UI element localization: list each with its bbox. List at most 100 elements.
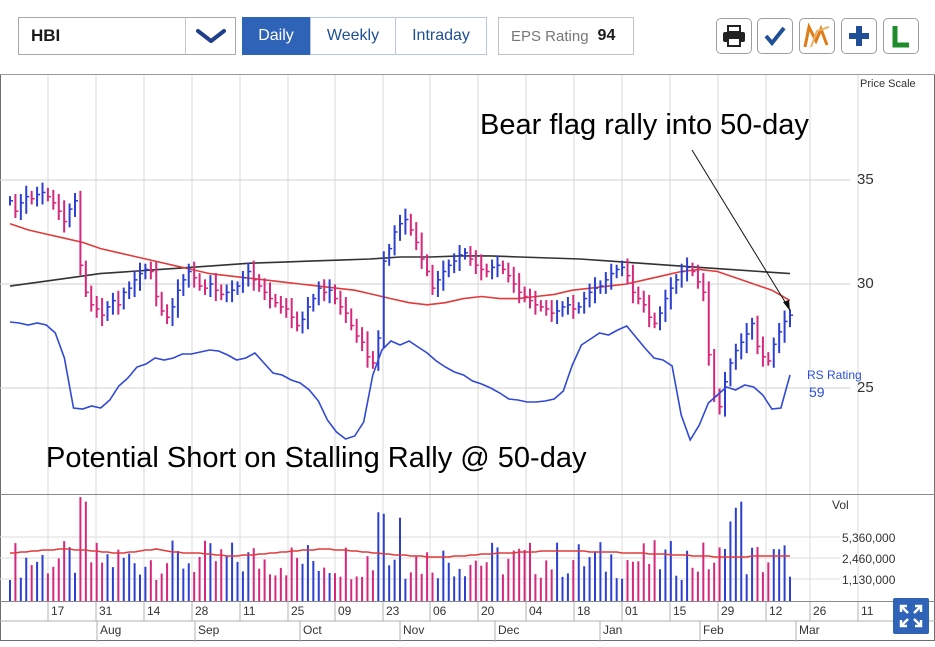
rs-rating-value: 59 bbox=[809, 384, 825, 400]
price-bar bbox=[426, 254, 431, 277]
date-tick-label: 11 bbox=[243, 604, 256, 618]
price-bar bbox=[469, 246, 474, 266]
price-bar bbox=[583, 291, 588, 314]
price-bar bbox=[480, 254, 485, 281]
price-bar bbox=[756, 315, 761, 355]
volume-ma-line bbox=[10, 548, 790, 558]
price-bar bbox=[561, 301, 566, 317]
market-smith-button[interactable] bbox=[799, 18, 835, 54]
tab-weekly[interactable]: Weekly bbox=[310, 17, 396, 55]
volume-chart-svg[interactable] bbox=[0, 495, 935, 602]
price-bar bbox=[231, 280, 236, 303]
price-bar bbox=[637, 286, 642, 305]
date-tick-label: 09 bbox=[338, 604, 352, 618]
price-bar bbox=[209, 275, 214, 297]
list-button[interactable] bbox=[883, 18, 919, 54]
price-bar bbox=[328, 279, 333, 304]
checkmark-icon bbox=[764, 26, 786, 47]
price-bar bbox=[642, 290, 647, 313]
price-bar bbox=[106, 301, 111, 321]
date-tick-label: 20 bbox=[481, 604, 495, 618]
price-bar bbox=[556, 300, 561, 325]
price-bar bbox=[350, 308, 355, 331]
printer-icon bbox=[723, 25, 745, 47]
date-axis-svg bbox=[0, 602, 935, 642]
month-label: Oct bbox=[303, 623, 322, 637]
price-bar bbox=[214, 273, 219, 302]
price-bar bbox=[577, 302, 582, 314]
price-bar bbox=[258, 274, 263, 292]
ma50-line bbox=[9, 222, 791, 306]
price-bar bbox=[648, 294, 653, 328]
date-tick-label: 29 bbox=[721, 604, 735, 618]
date-tick-label: 14 bbox=[147, 604, 161, 618]
price-panel: Price Scale 35 30 25 Bear flag rally int… bbox=[0, 75, 935, 494]
annotation-potential-short: Potential Short on Stalling Rally @ 50-d… bbox=[46, 442, 587, 474]
print-button[interactable] bbox=[716, 18, 752, 54]
rs-line bbox=[9, 321, 791, 442]
price-bar bbox=[626, 258, 631, 285]
price-bar bbox=[789, 309, 793, 328]
price-bar bbox=[285, 298, 290, 318]
price-bar bbox=[631, 264, 636, 304]
price-bar bbox=[361, 327, 366, 352]
price-bar bbox=[680, 263, 685, 288]
price-bar bbox=[57, 194, 62, 221]
price-bar bbox=[263, 278, 268, 301]
date-tick-label: 28 bbox=[195, 604, 209, 618]
tab-intraday[interactable]: Intraday bbox=[395, 17, 487, 55]
price-bar bbox=[306, 297, 311, 330]
date-tick-label: 01 bbox=[625, 604, 639, 618]
price-bar bbox=[84, 260, 89, 297]
price-bar bbox=[447, 259, 452, 278]
chevron-down-icon[interactable] bbox=[195, 28, 227, 44]
date-tick-label: 15 bbox=[673, 604, 687, 618]
price-bar bbox=[14, 194, 19, 218]
date-tick-label: 04 bbox=[529, 604, 543, 618]
price-bar bbox=[669, 277, 674, 310]
price-bar bbox=[740, 333, 745, 360]
symbol-text: HBI bbox=[31, 26, 61, 45]
price-bar bbox=[399, 214, 403, 241]
add-button[interactable] bbox=[841, 18, 877, 54]
price-chart-svg[interactable] bbox=[0, 75, 935, 494]
annotation-arrowhead bbox=[783, 300, 790, 311]
price-bar bbox=[182, 274, 187, 296]
price-bar bbox=[344, 297, 349, 323]
volume-tick-mid: 2,460,000 bbox=[842, 552, 896, 566]
date-tick-label: 18 bbox=[577, 604, 591, 618]
price-bar bbox=[420, 232, 425, 269]
price-bar bbox=[296, 311, 301, 332]
price-bar bbox=[63, 200, 68, 233]
price-bar bbox=[772, 337, 777, 368]
date-tick-label: 31 bbox=[99, 604, 113, 618]
symbol-input[interactable]: HBI bbox=[18, 17, 236, 55]
price-bar bbox=[529, 288, 533, 309]
price-bar bbox=[518, 273, 523, 304]
price-bar bbox=[101, 298, 106, 327]
expand-button[interactable] bbox=[893, 598, 929, 634]
price-bar bbox=[724, 371, 728, 417]
eps-rating-box: EPS Rating 94 bbox=[498, 17, 634, 55]
price-bar bbox=[9, 196, 13, 206]
date-axis: 17311428112509230620041801152912261125Au… bbox=[0, 601, 935, 642]
annotation-bear-flag: Bear flag rally into 50-day bbox=[480, 109, 809, 141]
letter-l-icon bbox=[892, 26, 909, 48]
volume-panel: Vol 5,360,000 2,460,000 1,130,000 bbox=[0, 494, 935, 602]
price-bar bbox=[610, 263, 615, 290]
month-label: Aug bbox=[100, 623, 122, 637]
price-bar bbox=[539, 300, 544, 312]
price-bar bbox=[241, 271, 246, 293]
tab-daily[interactable]: Daily bbox=[242, 17, 310, 55]
price-bar bbox=[377, 330, 382, 371]
price-bar bbox=[111, 292, 116, 315]
price-bar bbox=[68, 203, 73, 228]
price-bar bbox=[436, 271, 441, 297]
price-bar bbox=[621, 260, 626, 277]
price-bar bbox=[604, 272, 609, 294]
price-bar bbox=[566, 297, 571, 315]
date-tick-label: 06 bbox=[433, 604, 447, 618]
checkmark-button[interactable] bbox=[757, 18, 793, 54]
price-bar bbox=[382, 251, 387, 348]
y-tick-25: 25 bbox=[857, 379, 874, 396]
